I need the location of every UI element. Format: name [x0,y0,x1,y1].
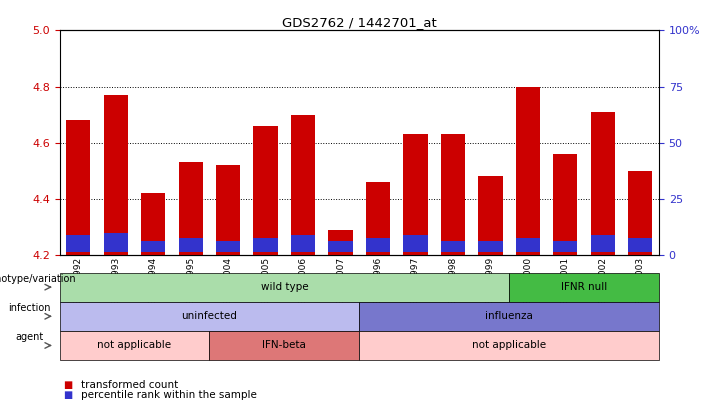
Text: not applicable: not applicable [97,341,172,350]
Title: GDS2762 / 1442701_at: GDS2762 / 1442701_at [282,16,437,29]
Bar [403,134,428,255]
Bar [553,154,578,255]
Text: IFNR null: IFNR null [561,282,607,292]
Bar [328,230,353,255]
Bar [478,241,503,252]
Bar [66,120,90,255]
Text: influenza: influenza [485,311,533,321]
Text: agent: agent [15,332,43,342]
Bar [104,232,128,252]
Bar [403,235,428,252]
Bar [328,241,353,252]
Bar [628,238,653,252]
Bar [254,238,278,252]
Bar [516,87,540,255]
Bar [516,238,540,252]
Bar [216,165,240,255]
Bar [366,182,390,255]
Text: transformed count: transformed count [81,380,178,390]
Bar [254,126,278,255]
Bar [179,162,203,255]
Bar [553,241,578,252]
Text: ■: ■ [63,390,72,400]
Bar [590,112,615,255]
Bar [441,241,465,252]
Bar [216,241,240,252]
Bar [179,238,203,252]
Bar [590,235,615,252]
Bar [291,235,315,252]
Text: wild type: wild type [261,282,308,292]
Bar [478,177,503,255]
Text: uninfected: uninfected [182,311,238,321]
Bar [366,238,390,252]
Text: not applicable: not applicable [472,341,546,350]
Bar [104,95,128,255]
Bar [628,171,653,255]
Bar [441,134,465,255]
Text: percentile rank within the sample: percentile rank within the sample [81,390,257,400]
Bar [141,193,165,255]
Text: ■: ■ [63,380,72,390]
Text: genotype/variation: genotype/variation [0,274,76,284]
Bar [291,115,315,255]
Text: infection: infection [8,303,50,313]
Text: IFN-beta: IFN-beta [262,341,306,350]
Bar [141,241,165,252]
Bar [66,235,90,252]
